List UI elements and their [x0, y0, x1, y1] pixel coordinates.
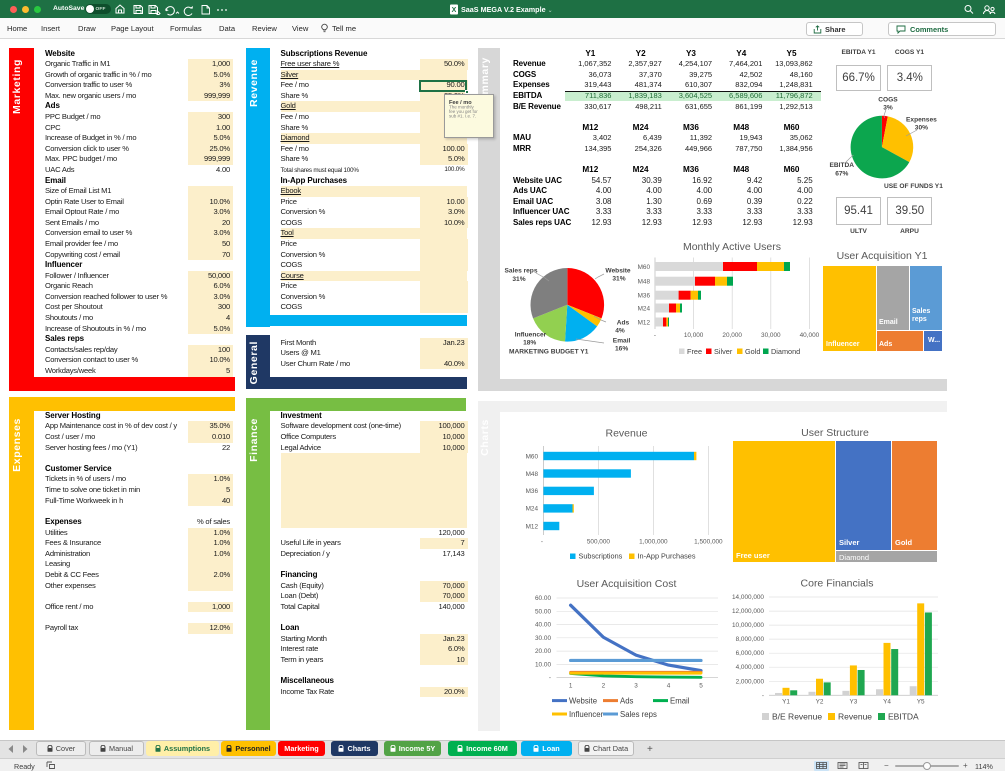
- svg-text:M24: M24: [638, 305, 651, 312]
- svg-text:2,000,000: 2,000,000: [736, 678, 765, 685]
- svg-text:COGS: COGS: [878, 97, 898, 104]
- svg-text:Ads: Ads: [620, 697, 634, 706]
- svg-text:M24: M24: [526, 506, 539, 513]
- svg-text:60.00: 60.00: [535, 595, 551, 602]
- svg-text:Silver: Silver: [714, 347, 733, 356]
- svg-text:1,000,000: 1,000,000: [639, 539, 668, 546]
- svg-text:-: -: [541, 539, 543, 546]
- svg-text:EBITDA: EBITDA: [888, 712, 919, 722]
- svg-text:40,000: 40,000: [800, 332, 820, 339]
- svg-text:Influencer: Influencer: [569, 710, 604, 719]
- svg-text:M36: M36: [526, 488, 539, 495]
- svg-text:20.00: 20.00: [535, 648, 551, 655]
- svg-text:Y1: Y1: [782, 699, 790, 706]
- svg-text:20,000: 20,000: [722, 332, 742, 339]
- svg-text:Sales reps: Sales reps: [505, 268, 538, 275]
- svg-text:Subscriptions: Subscriptions: [579, 552, 623, 561]
- svg-text:Email: Email: [613, 338, 631, 345]
- svg-text:40.00: 40.00: [535, 622, 551, 629]
- svg-text:M12: M12: [638, 319, 651, 326]
- svg-text:4%: 4%: [615, 328, 625, 335]
- svg-text:10,000: 10,000: [684, 332, 704, 339]
- svg-text:1,500,000: 1,500,000: [694, 539, 723, 546]
- svg-text:31%: 31%: [612, 276, 625, 283]
- svg-text:M48: M48: [638, 279, 651, 286]
- svg-text:Y4: Y4: [883, 699, 891, 706]
- svg-text:X: X: [452, 7, 457, 14]
- svg-text:8,000,000: 8,000,000: [736, 636, 765, 643]
- svg-text:6,000,000: 6,000,000: [736, 650, 765, 657]
- svg-text:EBITDA: EBITDA: [830, 162, 855, 169]
- svg-text:Sales reps: Sales reps: [620, 710, 657, 719]
- svg-text:Expenses: Expenses: [906, 117, 937, 124]
- svg-text:Y3: Y3: [849, 699, 857, 706]
- svg-text:30%: 30%: [915, 125, 928, 132]
- svg-text:4,000,000: 4,000,000: [736, 664, 765, 671]
- svg-text:2: 2: [602, 683, 606, 690]
- svg-text:30.00: 30.00: [535, 635, 551, 642]
- svg-text:3%: 3%: [883, 105, 893, 112]
- svg-text:1: 1: [569, 683, 573, 690]
- svg-text:Website: Website: [569, 697, 597, 706]
- svg-text:18%: 18%: [523, 340, 536, 347]
- svg-text:Diamond: Diamond: [771, 347, 800, 356]
- svg-text:4: 4: [667, 683, 671, 690]
- svg-text:M60: M60: [526, 453, 539, 460]
- svg-text:16%: 16%: [615, 346, 628, 353]
- svg-text:Gold: Gold: [745, 347, 760, 356]
- svg-text:Free: Free: [687, 347, 702, 356]
- svg-text:Email: Email: [670, 697, 690, 706]
- svg-text:31%: 31%: [512, 276, 525, 283]
- svg-text:Core Financials: Core Financials: [801, 578, 874, 590]
- svg-text:Monthly Active Users: Monthly Active Users: [683, 241, 781, 253]
- svg-text:12,000,000: 12,000,000: [732, 608, 764, 615]
- svg-text:500,000: 500,000: [587, 539, 611, 546]
- svg-text:3: 3: [634, 683, 638, 690]
- svg-text:10,000,000: 10,000,000: [732, 622, 764, 629]
- svg-text:67%: 67%: [835, 171, 848, 178]
- svg-text:-: -: [762, 692, 764, 699]
- svg-text:Ads: Ads: [617, 320, 630, 327]
- svg-text:14,000,000: 14,000,000: [732, 594, 764, 601]
- svg-text:-: -: [654, 332, 656, 339]
- svg-text:Revenue: Revenue: [838, 712, 872, 722]
- svg-text:Y5: Y5: [917, 699, 925, 706]
- svg-text:50.00: 50.00: [535, 608, 551, 615]
- svg-text:Influencer: Influencer: [515, 332, 547, 339]
- svg-text:5: 5: [699, 683, 703, 690]
- svg-text:MARKETING BUDGET Y1: MARKETING BUDGET Y1: [509, 349, 589, 356]
- svg-text:M36: M36: [638, 293, 651, 300]
- svg-text:M12: M12: [526, 523, 539, 530]
- svg-text:M48: M48: [526, 471, 539, 478]
- svg-text:B/E Revenue: B/E Revenue: [772, 712, 822, 722]
- svg-text:In-App Purchases: In-App Purchases: [638, 552, 696, 561]
- svg-text:-: -: [549, 675, 551, 682]
- svg-text:M60: M60: [638, 264, 651, 271]
- svg-text:Revenue: Revenue: [605, 428, 647, 440]
- svg-text:10.00: 10.00: [535, 661, 551, 668]
- svg-text:Y2: Y2: [816, 699, 824, 706]
- svg-text:30,000: 30,000: [761, 332, 781, 339]
- svg-text:User Acquisition Cost: User Acquisition Cost: [577, 578, 677, 590]
- svg-text:Website: Website: [605, 268, 630, 275]
